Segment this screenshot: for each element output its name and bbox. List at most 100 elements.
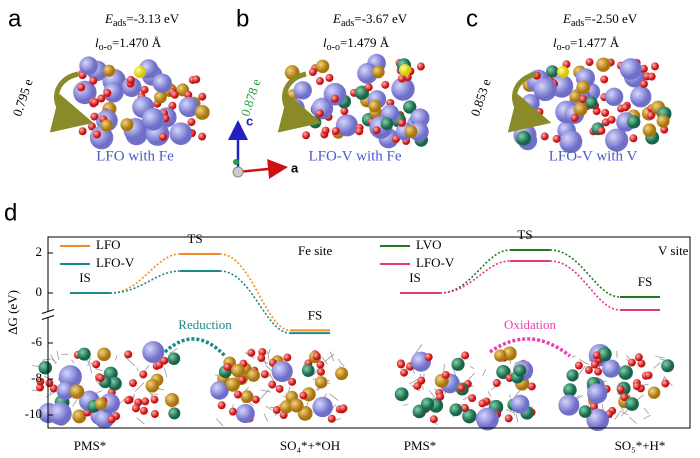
atom — [223, 362, 232, 371]
energy-value: =-2.50 eV — [584, 11, 637, 26]
atom — [49, 384, 58, 393]
atom — [97, 94, 106, 103]
bond — [628, 416, 637, 424]
atom — [639, 64, 648, 73]
y-tick-label: 2 — [36, 244, 43, 259]
atom — [247, 348, 256, 357]
bond — [263, 413, 268, 422]
charge-arrow — [49, 71, 94, 133]
bond — [95, 368, 103, 372]
legend-label: LFO-V — [416, 255, 455, 270]
atom — [56, 381, 75, 400]
atom — [600, 75, 609, 84]
atom — [579, 95, 588, 104]
atom — [38, 361, 52, 375]
bond — [124, 356, 135, 366]
charge-arrow — [277, 71, 322, 133]
state-label: FS — [308, 307, 322, 322]
oo-length: lo-o=1.470 Å — [95, 35, 162, 53]
bond — [329, 351, 334, 362]
bond — [136, 417, 145, 425]
state-label: IS — [79, 270, 91, 285]
atom — [233, 390, 242, 399]
atom — [644, 371, 653, 380]
bond — [163, 367, 168, 378]
charge-arrow — [507, 71, 552, 133]
atom — [247, 368, 260, 382]
energy-symbol: E — [562, 11, 571, 26]
atom — [540, 132, 549, 141]
atom — [231, 363, 246, 378]
process-label: Oxidation — [504, 317, 556, 332]
y-tick-label: -6 — [31, 334, 42, 349]
bond — [578, 359, 589, 365]
bond — [655, 355, 666, 359]
endpoint-label: PMS* — [404, 438, 437, 453]
atom — [275, 384, 284, 393]
atom — [289, 398, 304, 413]
endpoint-label: SO₅*+H* — [615, 438, 666, 453]
atom — [107, 415, 116, 424]
atom — [578, 405, 592, 418]
energy-value: =-3.67 eV — [354, 11, 407, 26]
axis-indicator: c a — [228, 113, 299, 179]
atom — [639, 80, 648, 89]
atom — [288, 377, 297, 386]
transition-curve — [219, 270, 291, 334]
charge-transfer: 0.795 e — [10, 77, 36, 118]
atom — [397, 74, 406, 83]
atom — [126, 75, 135, 84]
bond — [267, 351, 270, 360]
atom — [660, 125, 669, 134]
bond — [467, 372, 475, 381]
atom — [169, 122, 193, 145]
atom — [461, 351, 470, 360]
atom — [629, 134, 638, 143]
atom — [170, 90, 179, 99]
length-subscript: o-o — [327, 42, 340, 53]
bond — [71, 359, 75, 364]
atom — [257, 354, 266, 363]
panel-letter: a — [8, 5, 22, 32]
atom — [238, 375, 247, 384]
atom — [327, 414, 336, 423]
atom — [124, 350, 133, 359]
atom — [372, 65, 385, 79]
atom — [585, 58, 594, 67]
atom — [141, 397, 150, 406]
adsorption-energy: Eads=-3.67 eV — [332, 11, 408, 29]
atom — [330, 94, 339, 103]
bond — [329, 393, 339, 401]
atom — [79, 56, 98, 76]
atom — [397, 118, 406, 127]
atom — [36, 377, 45, 386]
atom — [504, 414, 513, 423]
atom — [570, 113, 579, 122]
atom — [586, 408, 610, 432]
y-tick-label: -8 — [31, 370, 42, 385]
transition-curve — [109, 270, 181, 294]
atom — [441, 370, 450, 379]
atom — [103, 89, 112, 98]
bond — [505, 409, 515, 414]
atom — [168, 101, 177, 110]
atom — [585, 96, 598, 109]
atom — [340, 107, 349, 116]
atom — [312, 352, 321, 361]
atom — [142, 341, 165, 364]
atom — [268, 380, 277, 389]
atom — [516, 130, 532, 146]
atom — [462, 408, 477, 424]
atom — [92, 360, 101, 369]
atom — [627, 115, 641, 129]
bond — [575, 395, 584, 400]
bond — [89, 363, 93, 374]
atom — [194, 104, 210, 120]
atom — [187, 118, 196, 127]
length-subscript: o-o — [99, 42, 112, 53]
atom — [404, 125, 418, 138]
atom — [574, 361, 583, 370]
bond — [491, 386, 496, 391]
atom — [94, 409, 115, 429]
bond — [487, 391, 492, 397]
